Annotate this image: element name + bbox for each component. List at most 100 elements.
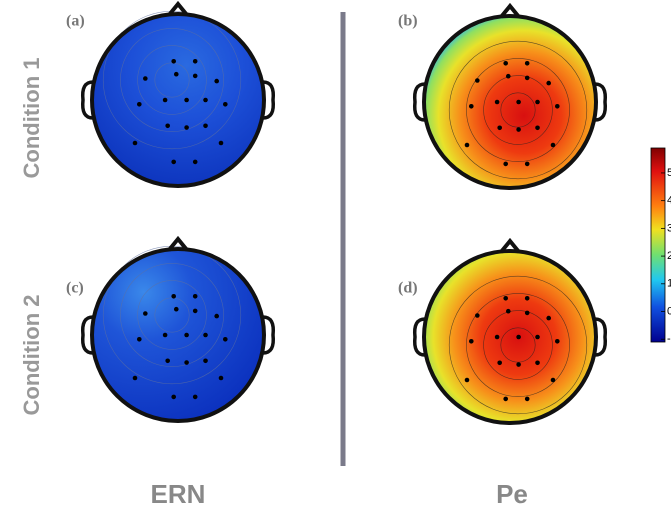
electrode	[203, 358, 208, 364]
head-outline	[90, 12, 266, 188]
electrode	[516, 99, 521, 105]
electrode	[192, 294, 198, 299]
colorbar-tick-label: 0	[667, 305, 671, 317]
electrode	[475, 313, 480, 318]
electrode	[171, 159, 176, 165]
head-outline	[422, 14, 598, 190]
contour	[137, 280, 207, 350]
electrode	[503, 61, 509, 66]
electrode	[494, 99, 500, 105]
ear	[80, 80, 94, 120]
contour	[500, 92, 536, 128]
column-label: ERN	[151, 479, 206, 509]
nose	[167, 0, 189, 17]
contour	[448, 40, 588, 180]
colorbar-tick-label: -	[667, 333, 671, 345]
electrode	[464, 377, 470, 383]
nose	[499, 2, 521, 19]
electrode	[184, 125, 189, 130]
contour	[120, 263, 224, 367]
electrode	[173, 71, 179, 77]
electrode	[546, 315, 551, 321]
electrode	[137, 337, 142, 342]
electrode	[516, 334, 521, 340]
ear	[412, 317, 426, 357]
electrode	[469, 104, 474, 109]
contour	[137, 45, 207, 115]
contour	[466, 293, 570, 397]
electrode	[546, 80, 551, 86]
electrode	[171, 294, 176, 299]
electrode	[555, 339, 560, 344]
electrode	[516, 362, 521, 367]
electrode	[535, 125, 540, 131]
electrode	[184, 360, 189, 365]
panel-label: (a)	[66, 13, 85, 30]
electrode	[497, 360, 502, 366]
electrode	[524, 310, 530, 316]
electrode	[524, 396, 530, 402]
electrode	[524, 75, 530, 81]
electrode	[550, 142, 556, 148]
electrode	[550, 377, 556, 383]
electrode	[192, 394, 198, 400]
electrode	[218, 375, 224, 381]
colorbar-tick-label: 3	[667, 222, 671, 234]
electrode	[223, 337, 228, 342]
electrode	[494, 334, 500, 340]
electrode	[165, 123, 170, 129]
ear	[262, 315, 276, 355]
head-outline	[90, 247, 266, 423]
electrode	[524, 296, 530, 301]
electrode	[192, 59, 198, 64]
electrode	[524, 61, 530, 66]
electrode	[162, 332, 168, 338]
electrode	[132, 140, 138, 146]
colorbar-tick-label: 2	[667, 250, 671, 262]
electrode	[497, 125, 502, 131]
ear	[412, 82, 426, 122]
panel-label: (d)	[398, 280, 418, 297]
ear	[80, 315, 94, 355]
electrode	[137, 102, 142, 107]
electrode	[143, 311, 148, 316]
contour	[483, 75, 553, 145]
electrode	[203, 123, 208, 129]
colorbar-tick-label: 4	[667, 195, 671, 207]
ear	[262, 80, 276, 120]
electrode	[203, 332, 208, 338]
electrode	[503, 161, 509, 167]
electrode	[192, 159, 198, 165]
colorbar-tick-label: 5	[667, 167, 671, 179]
ear	[594, 82, 608, 122]
electrode	[171, 59, 176, 64]
row-label: Condition 1	[19, 58, 44, 179]
electrode	[162, 97, 168, 103]
electrode	[524, 161, 530, 167]
electrode	[132, 375, 138, 381]
ear	[594, 317, 608, 357]
column-label: Pe	[496, 479, 528, 509]
electrode	[503, 296, 509, 301]
panel-label: (b)	[398, 13, 418, 30]
electrode	[203, 97, 208, 103]
nose	[167, 235, 189, 252]
panel-label: (c)	[66, 280, 84, 297]
electrode	[184, 97, 189, 103]
electrode	[475, 78, 480, 83]
electrode	[535, 360, 540, 366]
electrode	[535, 334, 540, 340]
electrode	[469, 339, 474, 344]
electrode	[516, 127, 521, 132]
electrode	[535, 99, 540, 105]
contour	[483, 310, 553, 380]
electrode	[503, 396, 509, 402]
electrode	[223, 102, 228, 107]
head-outline	[422, 249, 598, 425]
electrode	[173, 306, 179, 312]
electrode	[184, 332, 189, 338]
electrode	[192, 73, 198, 79]
contour	[466, 58, 570, 162]
contour	[500, 327, 536, 363]
